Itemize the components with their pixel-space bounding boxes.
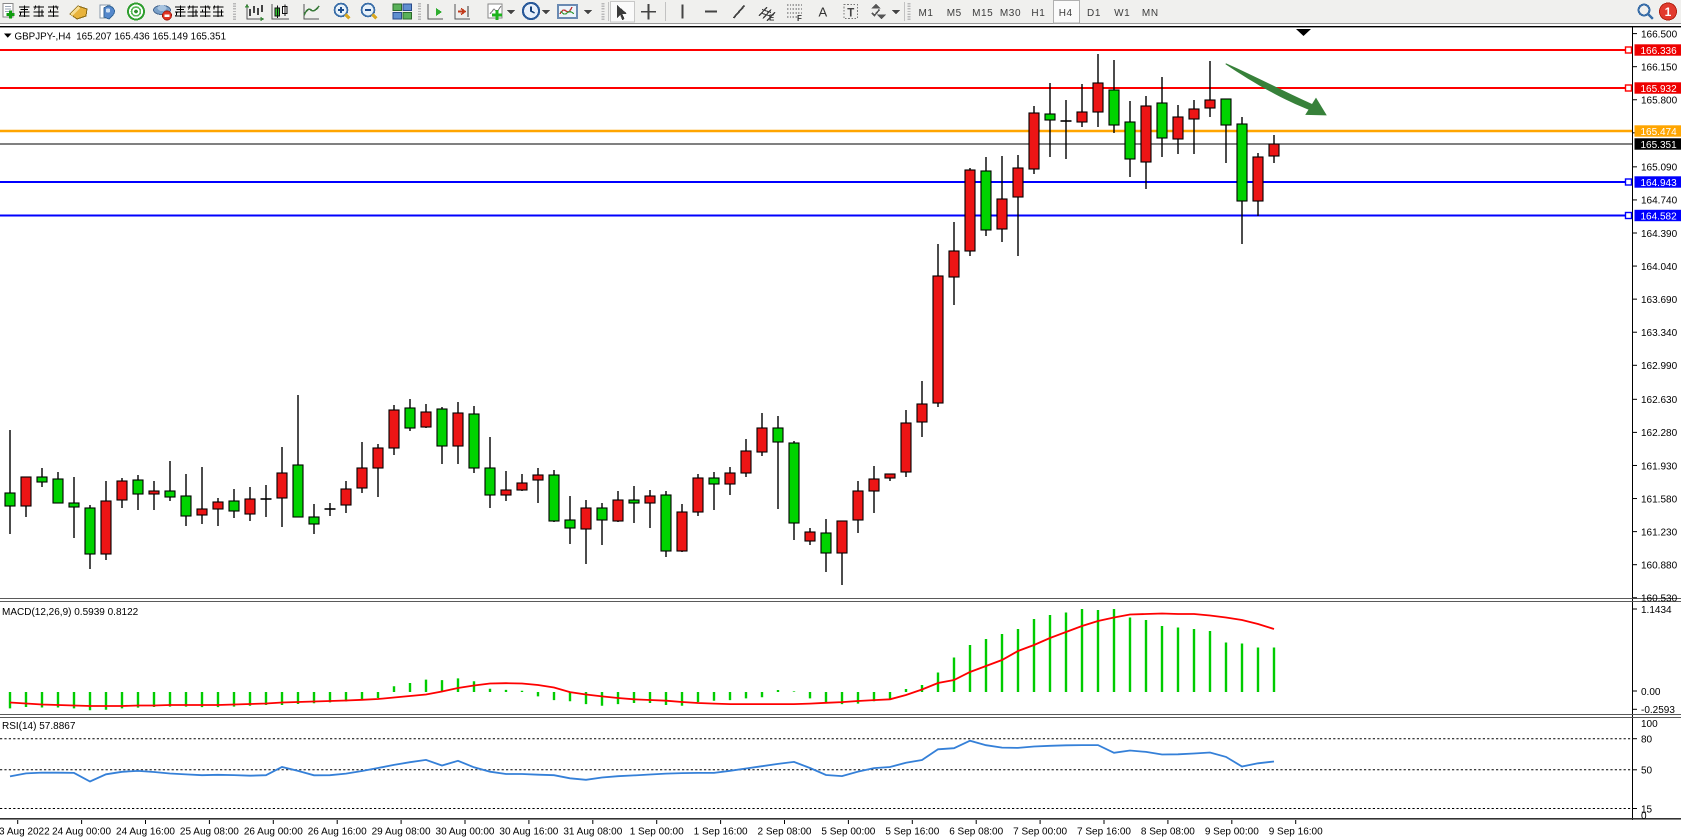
svg-text:9 Sep 16:00: 9 Sep 16:00 xyxy=(1269,827,1323,838)
svg-text:1: 1 xyxy=(1665,5,1672,19)
svg-text:161.580: 161.580 xyxy=(1641,494,1678,505)
svg-text:165.932: 165.932 xyxy=(1641,84,1678,95)
svg-text:160.880: 160.880 xyxy=(1641,560,1678,571)
svg-text:24 Aug 00:00: 24 Aug 00:00 xyxy=(52,827,111,838)
svg-text:24 Aug 16:00: 24 Aug 16:00 xyxy=(116,827,175,838)
svg-text:5 Sep 00:00: 5 Sep 00:00 xyxy=(821,827,875,838)
svg-text:7 Sep 16:00: 7 Sep 16:00 xyxy=(1077,827,1131,838)
svg-text:80: 80 xyxy=(1641,735,1653,746)
svg-text:23 Aug 2022: 23 Aug 2022 xyxy=(0,827,50,838)
svg-text:164.040: 164.040 xyxy=(1641,262,1678,273)
svg-text:8 Sep 08:00: 8 Sep 08:00 xyxy=(1141,827,1195,838)
svg-text:162.990: 162.990 xyxy=(1641,361,1678,372)
svg-text:0.00: 0.00 xyxy=(1641,687,1661,698)
svg-text:166.150: 166.150 xyxy=(1641,62,1678,73)
svg-text:M5: M5 xyxy=(947,8,962,19)
svg-text:29 Aug 08:00: 29 Aug 08:00 xyxy=(372,827,431,838)
svg-text:26 Aug 16:00: 26 Aug 16:00 xyxy=(308,827,367,838)
svg-text:165.474: 165.474 xyxy=(1641,127,1678,138)
svg-text:15: 15 xyxy=(1641,804,1653,815)
svg-text:164.943: 164.943 xyxy=(1641,178,1678,189)
svg-text:100: 100 xyxy=(1641,719,1658,730)
svg-text:M30: M30 xyxy=(1000,8,1021,19)
svg-text:7 Sep 00:00: 7 Sep 00:00 xyxy=(1013,827,1067,838)
svg-text:GBPJPY-,H4 165.207 165.436 16: GBPJPY-,H4 165.207 165.436 165.149 165.3… xyxy=(15,32,227,43)
svg-text:1 Sep 16:00: 1 Sep 16:00 xyxy=(694,827,748,838)
svg-text:163.340: 163.340 xyxy=(1641,328,1678,339)
svg-text:165.090: 165.090 xyxy=(1641,163,1678,174)
svg-text:161.930: 161.930 xyxy=(1641,461,1678,472)
svg-text:164.740: 164.740 xyxy=(1641,196,1678,207)
svg-text:160.530: 160.530 xyxy=(1641,594,1678,605)
svg-text:D1: D1 xyxy=(1087,8,1101,19)
svg-text:162.280: 162.280 xyxy=(1641,428,1678,439)
svg-text:26 Aug 00:00: 26 Aug 00:00 xyxy=(244,827,303,838)
svg-text:161.230: 161.230 xyxy=(1641,527,1678,538)
svg-text:166.500: 166.500 xyxy=(1641,29,1678,40)
svg-text:E: E xyxy=(769,14,775,23)
svg-text:50: 50 xyxy=(1641,766,1653,777)
svg-text:1.1434: 1.1434 xyxy=(1641,605,1672,616)
svg-text:MN: MN xyxy=(1142,8,1159,19)
svg-text:6 Sep 08:00: 6 Sep 08:00 xyxy=(949,827,1003,838)
svg-text:T: T xyxy=(847,7,854,19)
svg-text:W1: W1 xyxy=(1114,8,1130,19)
svg-text:25 Aug 08:00: 25 Aug 08:00 xyxy=(180,827,239,838)
svg-text:5 Sep 16:00: 5 Sep 16:00 xyxy=(885,827,939,838)
svg-text:2 Sep 08:00: 2 Sep 08:00 xyxy=(758,827,812,838)
svg-text:165.351: 165.351 xyxy=(1641,140,1678,151)
svg-text:31 Aug 08:00: 31 Aug 08:00 xyxy=(563,827,622,838)
svg-text:MACD(12,26,9) 0.5939 0.8122: MACD(12,26,9) 0.5939 0.8122 xyxy=(2,607,139,618)
svg-text:163.690: 163.690 xyxy=(1641,295,1678,306)
svg-text:1 Sep 00:00: 1 Sep 00:00 xyxy=(630,827,684,838)
svg-text:164.390: 164.390 xyxy=(1641,229,1678,240)
svg-text:164.582: 164.582 xyxy=(1641,211,1678,222)
svg-text:30 Aug 00:00: 30 Aug 00:00 xyxy=(436,827,495,838)
svg-text:166.336: 166.336 xyxy=(1641,46,1678,57)
svg-text:M1: M1 xyxy=(918,8,933,19)
svg-text:-0.2593: -0.2593 xyxy=(1641,705,1675,716)
svg-text:30 Aug 16:00: 30 Aug 16:00 xyxy=(499,827,558,838)
svg-text:9 Sep 00:00: 9 Sep 00:00 xyxy=(1205,827,1259,838)
svg-text:162.630: 162.630 xyxy=(1641,395,1678,406)
svg-text:RSI(14) 57.8867: RSI(14) 57.8867 xyxy=(2,721,76,732)
svg-text:H4: H4 xyxy=(1059,8,1073,19)
svg-text:165.800: 165.800 xyxy=(1641,96,1678,107)
svg-text:H1: H1 xyxy=(1031,8,1045,19)
svg-text:A: A xyxy=(819,5,828,20)
svg-text:M15: M15 xyxy=(972,8,993,19)
svg-text:0: 0 xyxy=(1641,811,1647,822)
svg-text:F: F xyxy=(797,14,802,23)
